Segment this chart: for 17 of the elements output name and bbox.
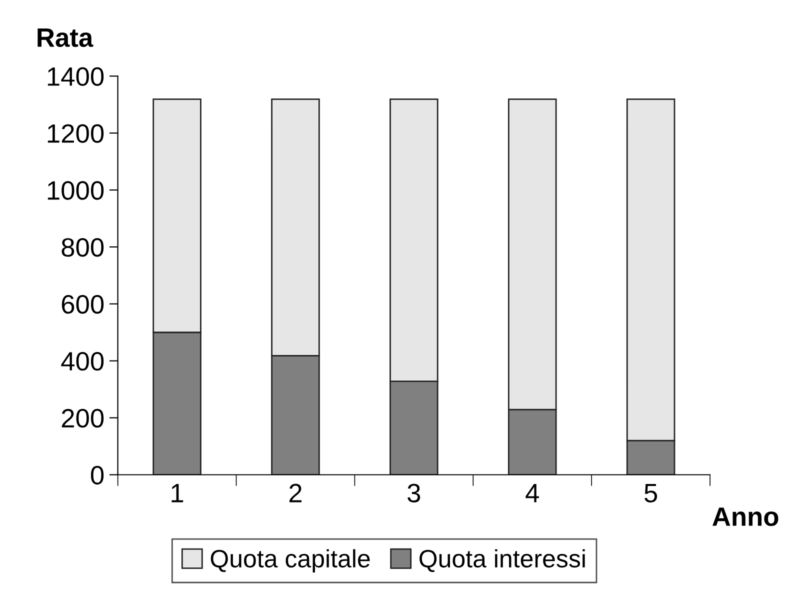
x-tick-label: 5	[644, 484, 658, 502]
y-tick-label: 600	[62, 295, 104, 314]
y-tick-label: 1000	[48, 181, 104, 200]
legend-label: Quota interessi	[420, 549, 585, 572]
x-tick-label: 4	[526, 484, 539, 502]
x-tick-label: 2	[289, 484, 302, 502]
legend-label: Quota capitale	[210, 549, 370, 573]
y-tick-label: 1200	[48, 124, 104, 143]
x-tick-label: 1	[172, 484, 184, 502]
y-tick-label: 1400	[48, 67, 104, 86]
y-tick-label: 800	[62, 238, 104, 257]
y-tick-label: 200	[62, 408, 104, 428]
y-axis-title: Rata	[38, 28, 94, 47]
y-tick-label: 400	[61, 352, 104, 371]
y-tick-label: 0	[90, 466, 104, 485]
x-axis-title: Anno	[712, 508, 778, 526]
x-tick-label: 3	[408, 484, 420, 502]
